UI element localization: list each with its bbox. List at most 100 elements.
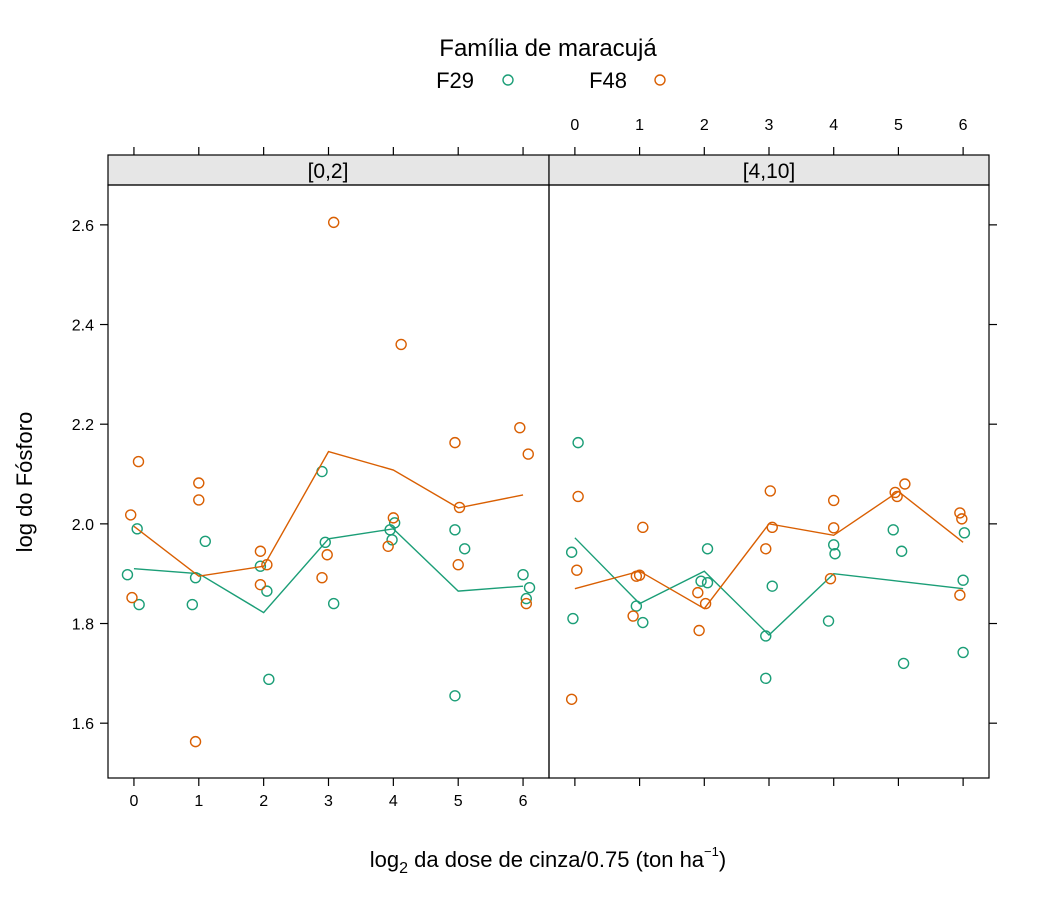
data-point-f29 <box>186 598 199 611</box>
x-axis-title-superscript: −1 <box>704 844 719 859</box>
data-point-f48 <box>124 509 137 521</box>
legend-label-f48: F48 <box>589 68 627 93</box>
data-point-f29 <box>263 673 275 686</box>
data-point-f48 <box>760 543 772 555</box>
data-point-f48 <box>692 586 704 599</box>
x-tick-label: 0 <box>129 793 138 810</box>
data-point-f48 <box>824 572 837 585</box>
data-point-f48 <box>327 216 340 229</box>
x-tick-label: 4 <box>829 117 838 134</box>
data-point-f29 <box>199 535 211 547</box>
data-point-f48 <box>387 512 400 524</box>
data-point-f48 <box>891 490 903 503</box>
x-tick-label: 6 <box>959 117 968 134</box>
data-point-f48 <box>828 522 840 534</box>
data-point-f29 <box>895 545 908 557</box>
chart-marks <box>121 216 971 748</box>
data-point-f29 <box>458 543 471 555</box>
data-point-f29 <box>449 690 461 702</box>
data-point-f48 <box>193 494 205 506</box>
data-point-f48 <box>571 564 583 576</box>
data-point-f29 <box>766 580 778 592</box>
data-point-f29 <box>388 517 401 529</box>
legend-title: Família de maracujá <box>439 35 657 62</box>
data-point-f48 <box>382 540 394 552</box>
data-point-f48 <box>395 338 407 351</box>
data-point-f48 <box>132 455 145 468</box>
y-tick-label: 1.6 <box>72 716 94 733</box>
data-point-f48 <box>899 478 911 490</box>
data-point-f29 <box>897 657 910 670</box>
series-line-f48 <box>574 490 964 610</box>
data-point-f29 <box>695 575 707 587</box>
legend-label-f29: F29 <box>436 68 474 93</box>
x-axis-title: log2 da dose de cinza/0.75 (ton ha−1) <box>370 844 726 877</box>
data-point-f48 <box>254 545 267 557</box>
x-axis-title-subscript: 2 <box>399 860 408 877</box>
data-point-f29 <box>957 574 969 586</box>
data-point-f29 <box>133 598 145 611</box>
data-point-f48 <box>514 421 526 434</box>
x-tick-label: 6 <box>519 793 528 810</box>
y-axis-title: log do Fósforo <box>12 412 37 553</box>
data-point-f48 <box>627 610 639 622</box>
data-point-f48 <box>189 735 202 748</box>
data-point-f48 <box>956 513 968 525</box>
legend-marker-f29 <box>502 74 514 86</box>
data-point-f29 <box>189 571 202 584</box>
data-point-f29 <box>449 524 461 536</box>
data-point-f29 <box>121 568 134 581</box>
x-tick-label: 2 <box>259 793 268 810</box>
axes: 0 0 1 1 2 2 3 3 4 4 5 5 6 6 1.6 1.8 2.0 2.2 2.4 2.6 <box>72 117 997 810</box>
strip-panel-1: [0,2] <box>107 154 550 186</box>
data-point-f48 <box>954 507 966 519</box>
x-tick-label: 0 <box>570 117 579 134</box>
data-point-f29 <box>523 581 536 594</box>
data-point-f29 <box>254 560 267 572</box>
y-tick-label: 2.4 <box>72 318 94 335</box>
x-tick-label: 5 <box>454 793 463 810</box>
data-point-f48 <box>321 549 333 561</box>
x-tick-label: 3 <box>324 793 333 810</box>
data-point-f29 <box>327 597 340 610</box>
data-point-f48 <box>764 485 776 497</box>
data-point-f29 <box>822 615 835 627</box>
data-point-f29 <box>319 536 331 548</box>
data-point-f48 <box>453 501 466 514</box>
x-axis-title-suffix: ) <box>719 847 726 872</box>
x-tick-label: 5 <box>894 117 903 134</box>
panel-frame-1 <box>107 184 550 779</box>
data-point-f48 <box>633 569 646 581</box>
series-line-f29 <box>574 537 964 636</box>
data-point-f29 <box>261 585 273 597</box>
x-tick-label: 2 <box>700 117 709 134</box>
data-point-f29 <box>701 543 714 555</box>
data-point-f48 <box>449 436 461 449</box>
y-tick-label: 1.8 <box>72 617 94 634</box>
data-point-f29 <box>131 523 143 535</box>
strip-label: [4,10] <box>743 160 796 183</box>
data-point-f48 <box>766 521 778 534</box>
data-point-f29 <box>565 546 578 558</box>
panel-frame-2 <box>548 184 990 779</box>
data-point-f29 <box>958 527 971 539</box>
x-tick-label: 1 <box>194 793 203 810</box>
data-point-f48 <box>126 591 138 604</box>
x-axis-title-middle: da dose de cinza/0.75 (ton ha <box>408 847 705 872</box>
data-point-f48 <box>520 597 532 610</box>
data-point-f29 <box>887 524 899 536</box>
y-tick-label: 2.6 <box>72 218 94 235</box>
data-point-f29 <box>567 612 579 625</box>
data-point-f48 <box>637 521 649 534</box>
x-tick-label: 1 <box>635 117 644 134</box>
series-line-f48 <box>133 450 524 577</box>
data-point-f29 <box>701 576 714 589</box>
strip-panel-2: [4,10] <box>548 154 990 186</box>
data-point-f29 <box>517 568 529 581</box>
data-point-f48 <box>699 597 712 610</box>
data-point-f48 <box>316 571 328 584</box>
y-tick-label: 2.2 <box>72 417 94 434</box>
data-point-f29 <box>957 646 969 659</box>
data-point-f29 <box>760 630 772 642</box>
